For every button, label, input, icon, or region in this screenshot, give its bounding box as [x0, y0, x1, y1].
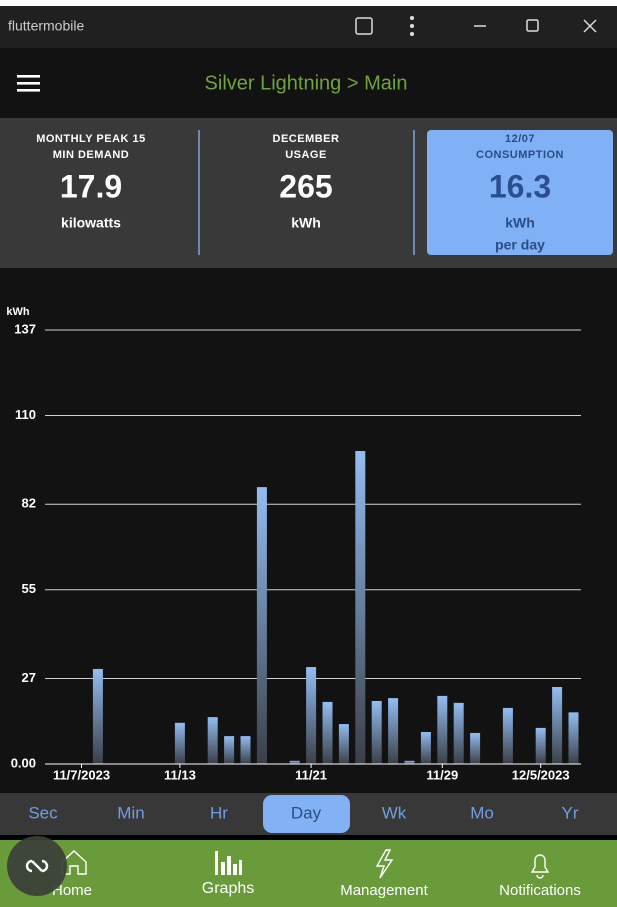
y-tick-label: 55 [22, 581, 36, 596]
x-tick-label: 11/29 [426, 767, 458, 782]
nav-icons [61, 849, 550, 879]
stat-value: 16.3 [489, 168, 551, 204]
bar [256, 487, 267, 764]
window-controls [355, 15, 597, 37]
stat-value: 17.9 [60, 168, 122, 204]
stat-unit: kilowatts [61, 215, 121, 231]
bar [552, 687, 563, 764]
graphs-icon [215, 851, 242, 875]
menu-dot[interactable] [409, 15, 415, 21]
bar [306, 667, 317, 764]
bar [404, 760, 415, 764]
tab-selected-bg [263, 795, 350, 833]
title-bar [0, 6, 617, 48]
stats: MONTHLY PEAK 15 MIN DEMAND 17.9 kilowatts DE… [36, 133, 564, 253]
bar [174, 722, 185, 764]
tab[interactable]: Min [117, 803, 144, 822]
nav-label[interactable]: Graphs [202, 880, 254, 897]
x-tick-label: 11/7/2023 [53, 767, 110, 782]
x-tick-label: 11/13 [164, 767, 196, 782]
bar [240, 736, 251, 764]
close[interactable] [583, 19, 597, 33]
bar [502, 707, 513, 764]
stat-unit: per day [495, 237, 545, 253]
x-tick-label: 12/5/2023 [512, 767, 570, 782]
extension-icon[interactable] [355, 17, 373, 35]
y-tick-label: 0.00 [11, 755, 36, 770]
bottom-nav [0, 840, 617, 907]
stat-label: MIN DEMAND [53, 149, 130, 161]
stat-unit: kWh [291, 215, 321, 231]
menu-icon[interactable] [17, 75, 40, 92]
overlay-icon [25, 859, 49, 873]
x-tick-label: 11/21 [295, 767, 327, 782]
bar [207, 717, 218, 764]
lightning-icon [375, 849, 394, 879]
bar [568, 712, 579, 764]
stat-value: 265 [279, 168, 332, 204]
tab[interactable]: Hr [210, 803, 228, 822]
stat-label: 12/07 [505, 133, 535, 145]
nav-group: Home Graphs Management Notifications [52, 880, 581, 899]
bar [453, 702, 464, 764]
y-axis-label: kWh [6, 306, 30, 318]
stat-label: CONSUMPTION [476, 149, 564, 161]
bar [437, 695, 448, 764]
tab[interactable]: Sec [28, 803, 58, 822]
bar [224, 736, 235, 764]
bar [535, 727, 546, 764]
stat-label: MONTHLY PEAK 15 [36, 133, 146, 145]
maximize[interactable] [526, 19, 539, 32]
tab[interactable]: Yr [562, 803, 579, 822]
bar [388, 698, 399, 764]
tab[interactable]: Mo [470, 803, 494, 822]
clipped-strip [0, 0, 617, 6]
tab[interactable]: Wk [382, 803, 407, 822]
y-tick-label: 27 [22, 670, 36, 685]
nav-label[interactable]: Management [340, 882, 428, 899]
home-icon [61, 850, 87, 875]
y-tick-label: 82 [22, 496, 36, 511]
y-tick-label: 137 [14, 321, 36, 336]
nav-label[interactable]: Notifications [499, 882, 581, 899]
tab[interactable]: Day [291, 803, 322, 822]
stat-unit: kWh [505, 215, 535, 231]
bar [371, 700, 382, 764]
y-tick-label: 110 [15, 407, 36, 422]
chart: 0.00 27 55 82 110 137 11/7/2023 11/13 11/21 11/29… [11, 321, 581, 782]
stat-label: USAGE [285, 149, 327, 161]
bar [92, 668, 103, 764]
window-title: fluttermobile [8, 18, 84, 34]
app-bar [0, 48, 617, 118]
bell-icon [530, 854, 550, 879]
nav-label[interactable]: Home [52, 882, 92, 899]
bar [420, 732, 431, 764]
bar [289, 760, 300, 764]
stat-label: DECEMBER [273, 133, 340, 145]
bar [322, 701, 333, 764]
app-title: Silver Lightning > Main [205, 72, 408, 94]
bar [355, 451, 366, 764]
tab-group: Sec Min Hr Day Wk Mo Yr [28, 795, 579, 833]
bar [338, 724, 349, 764]
bar [470, 732, 481, 764]
highlight-card [427, 130, 613, 255]
